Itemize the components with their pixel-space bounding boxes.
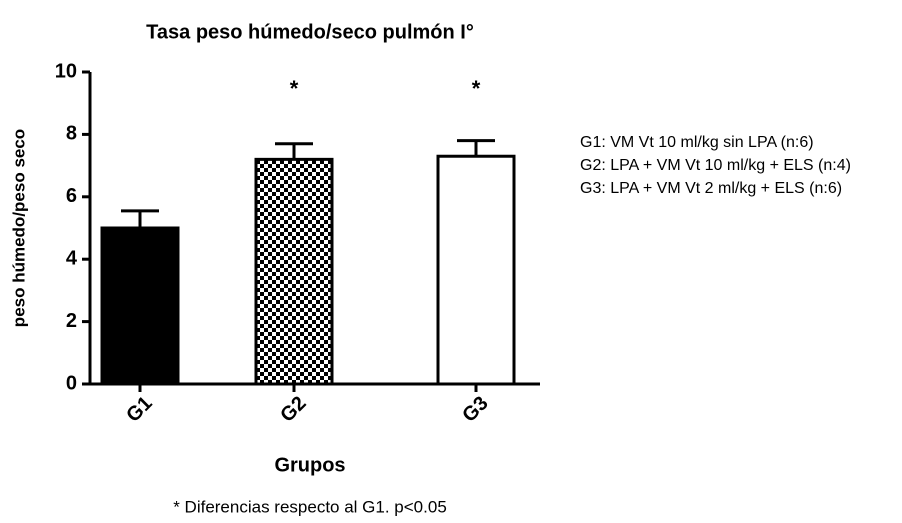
y-tick-label: 0 [66, 372, 77, 394]
bar [436, 154, 516, 386]
bar [254, 157, 334, 386]
y-tick-label: 10 [55, 60, 77, 82]
annotation: * [472, 76, 481, 101]
y-tick-label: 4 [66, 247, 78, 269]
note: G1: VM Vt 10 ml/kg sin LPA (n:6) [580, 134, 814, 151]
bar [100, 226, 180, 386]
y-tick-label: 6 [66, 185, 77, 207]
y-tick-label: 2 [66, 310, 77, 332]
x-tick-label: G1 [122, 392, 156, 426]
y-tick-label: 8 [66, 123, 77, 145]
annotation: * [290, 76, 299, 101]
note: G2: LPA + VM Vt 10 ml/kg + ELS (n:4) [580, 157, 851, 174]
chart-title: Tasa peso húmedo/seco pulmón I° [146, 21, 474, 43]
x-tick-label: G3 [458, 392, 492, 426]
footnote: * Diferencias respecto al G1. p<0.05 [173, 497, 447, 516]
x-axis-label: Grupos [274, 454, 345, 476]
note: G3: LPA + VM Vt 2 ml/kg + ELS (n:6) [580, 180, 842, 197]
y-axis-label: peso húmedo/peso seco [9, 129, 28, 327]
x-tick-label: G2 [276, 392, 310, 426]
